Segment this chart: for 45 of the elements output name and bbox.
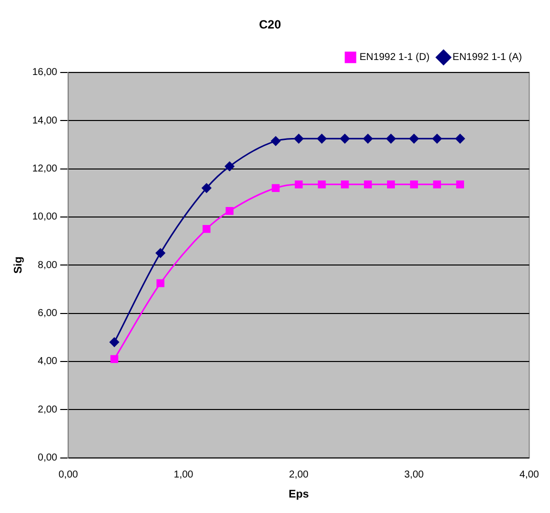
point	[363, 134, 373, 144]
point	[340, 180, 349, 188]
point	[409, 134, 419, 144]
point	[272, 184, 280, 192]
point	[202, 183, 212, 193]
point	[202, 225, 210, 233]
y-tick-label: 0,00	[38, 452, 58, 464]
point	[456, 180, 464, 188]
x-tick-label: 1,00	[174, 470, 194, 481]
point	[318, 180, 326, 188]
point	[226, 206, 234, 215]
point	[386, 134, 396, 144]
point	[224, 162, 234, 172]
point	[110, 337, 120, 347]
x-tick-label: 0,00	[58, 470, 78, 481]
point	[432, 134, 442, 144]
y-axis-title: Sig	[12, 256, 25, 274]
point	[387, 180, 395, 188]
y-tick-label: 16,00	[32, 67, 58, 78]
y-tick-label: 2,00	[38, 404, 58, 416]
x-tick-label: 4,00	[520, 470, 540, 481]
y-tick-label: 4,00	[38, 356, 58, 368]
point	[433, 180, 441, 188]
chart-title: C20	[258, 18, 282, 32]
legend-label: EN1992 1-1 (D)	[359, 52, 430, 64]
point	[410, 180, 418, 188]
point	[156, 279, 164, 288]
y-tick-label: 6,00	[38, 308, 58, 320]
point	[317, 134, 327, 144]
point	[156, 248, 166, 258]
point	[294, 180, 303, 188]
x-tick-label: 2,00	[289, 470, 309, 481]
y-tick-label: 8,00	[38, 260, 58, 271]
x-tick-label: 3,00	[404, 470, 424, 481]
point	[294, 134, 304, 144]
legend-label: EN1992 1-1 (A)	[452, 52, 522, 64]
point	[455, 134, 465, 144]
y-tick-label: 10,00	[32, 212, 58, 223]
y-tick-label: 14,00	[32, 115, 58, 126]
point	[110, 355, 118, 363]
y-tick-label: 12,00	[32, 164, 58, 174]
point	[270, 136, 280, 146]
point	[364, 180, 372, 188]
point	[340, 134, 350, 144]
x-axis-title: Eps	[288, 488, 309, 500]
